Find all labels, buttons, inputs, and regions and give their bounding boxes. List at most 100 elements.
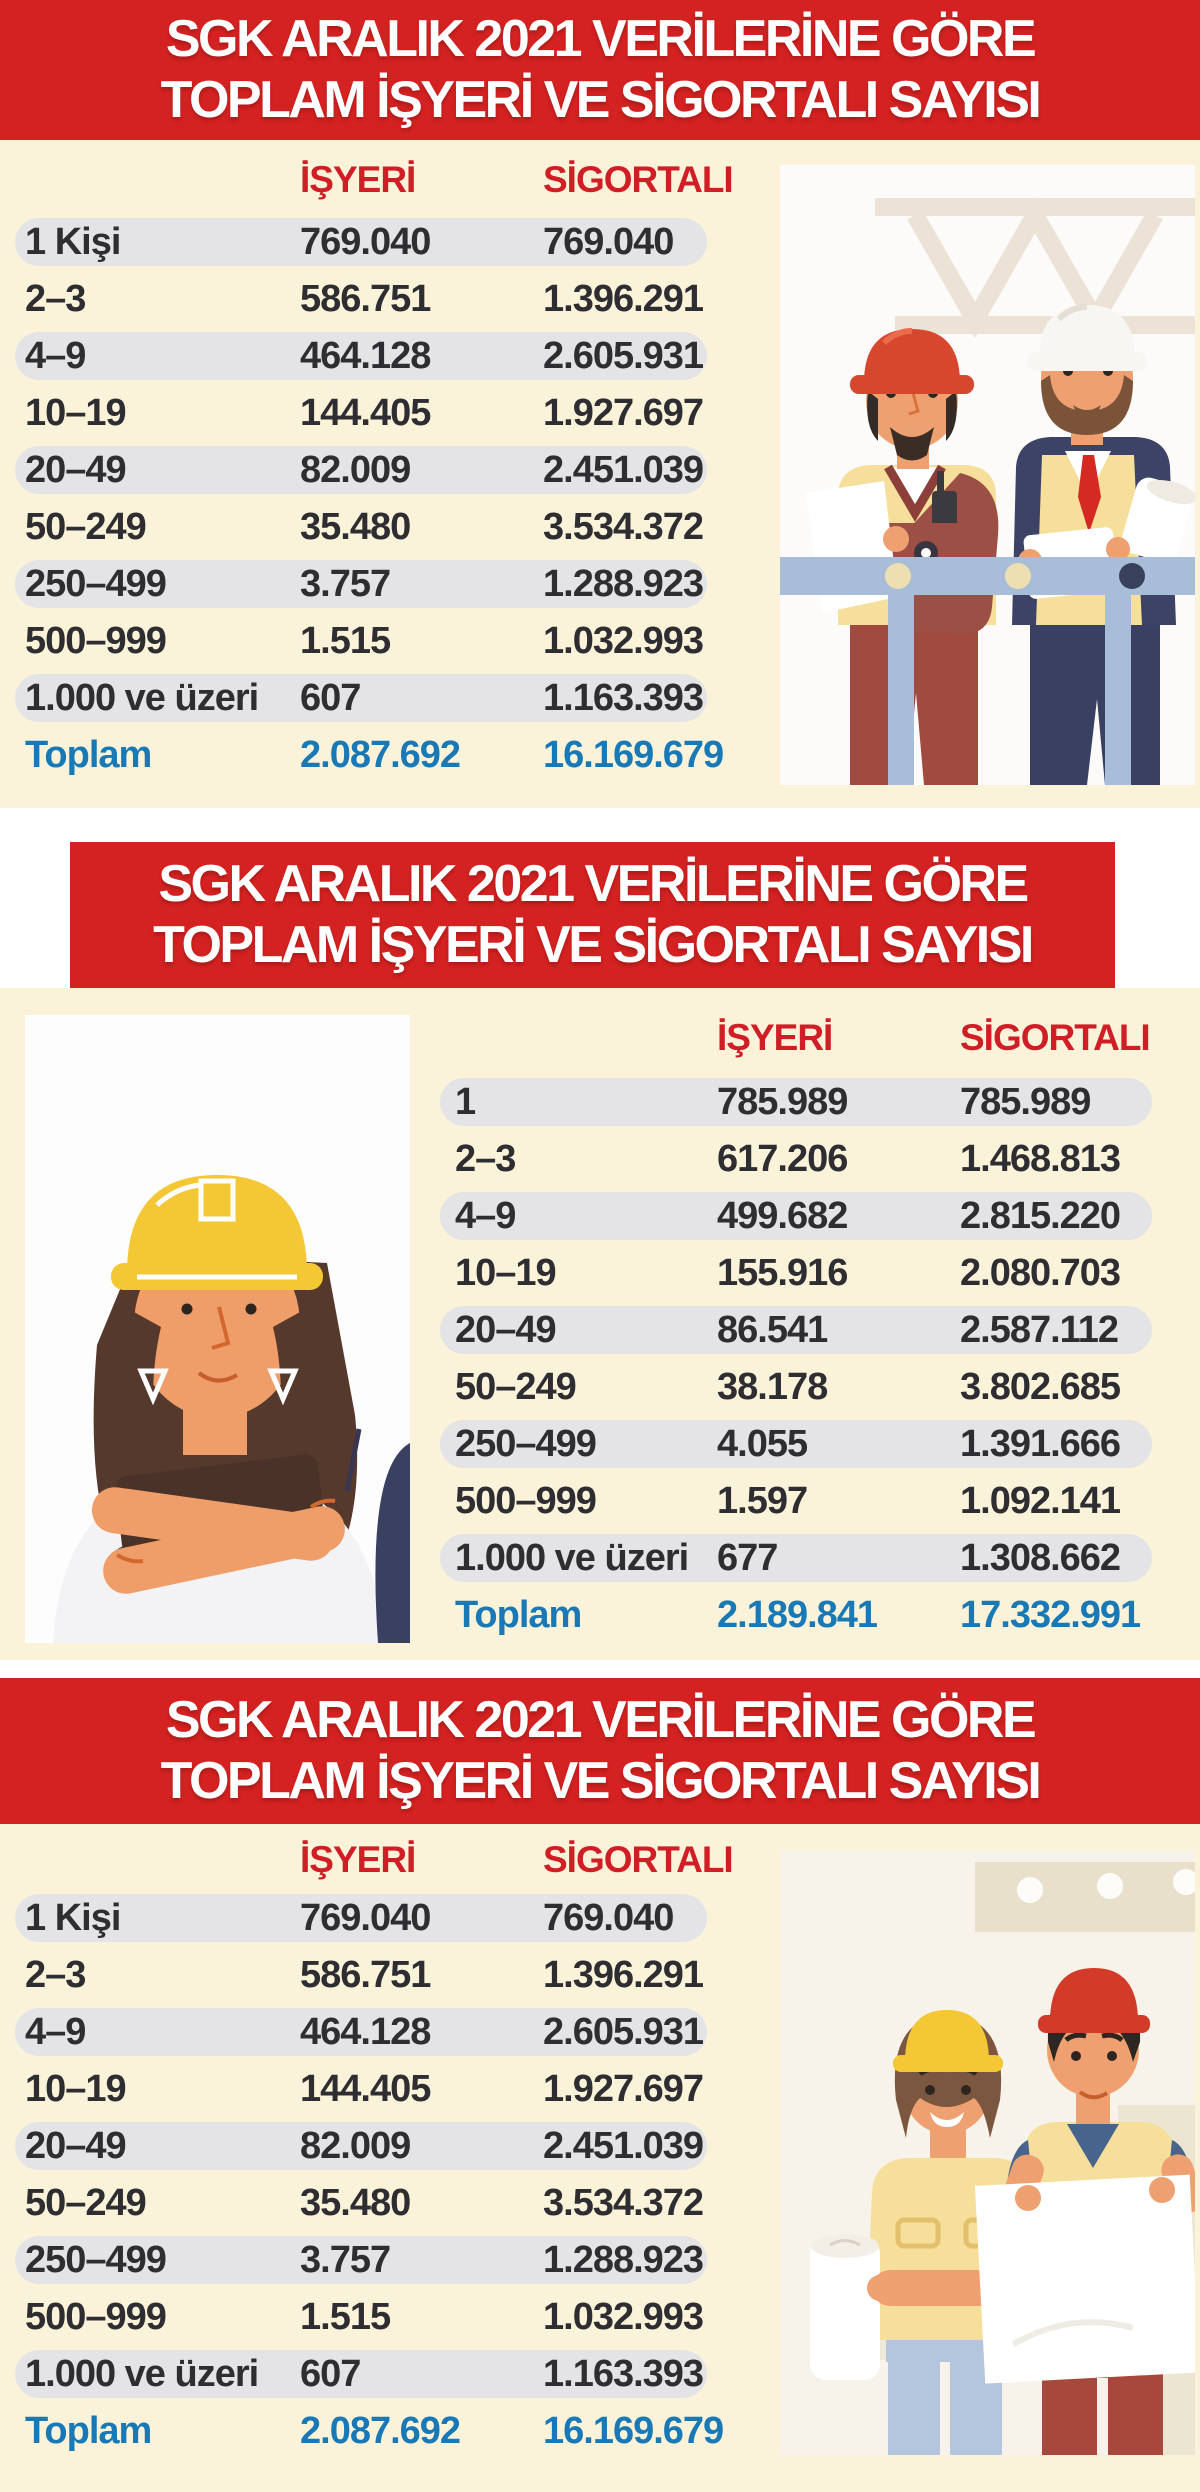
row-label: 50–249 (25, 2182, 147, 2224)
table-row: 1 Kişi 769.040 769.040 (15, 218, 707, 266)
sigortali-value: 1.927.697 (543, 2068, 704, 2110)
table-total-row: Toplam 2.087.692 16.169.679 (15, 731, 724, 779)
isyeri-value: 677 (717, 1537, 778, 1579)
isyeri-value: 3.757 (300, 563, 391, 605)
woman-engineer-illustration (25, 1015, 410, 1643)
isyeri-value: 4.055 (717, 1423, 808, 1465)
sigortali-value: 1.288.923 (543, 563, 704, 605)
table-row: 50–249 35.480 3.534.372 (15, 2179, 707, 2227)
title-banner-2-wrap: SGK ARALIK 2021 VERİLERİNE GÖRE TOPLAM İ… (0, 842, 1200, 988)
section-1-content: İŞYERİ SİGORTALI 1 Kişi 769.040 769.040 … (0, 140, 1200, 808)
sigortali-value: 1.163.393 (543, 2353, 704, 2395)
table-row: 1 Kişi 769.040 769.040 (15, 1894, 707, 1942)
sigortali-value: 1.163.393 (543, 677, 704, 719)
row-label: 20–49 (455, 1309, 557, 1351)
isyeri-value: 586.751 (300, 278, 431, 320)
table-row: 2–3 617.206 1.468.813 (440, 1135, 1152, 1183)
sigortali-value: 3.534.372 (543, 506, 704, 548)
table-row: 10–19 144.405 1.927.697 (15, 2065, 707, 2113)
table-row: 2–3 586.751 1.396.291 (15, 275, 707, 323)
table-row: 20–49 82.009 2.451.039 (15, 2122, 707, 2170)
isyeri-value: 38.178 (717, 1366, 828, 1408)
table-header-isyeri: İŞYERİ (300, 159, 416, 200)
sigortali-value: 1.391.666 (960, 1423, 1121, 1465)
table-header-isyeri: İŞYERİ (717, 1017, 833, 1058)
table-row: 20–49 86.541 2.587.112 (440, 1306, 1152, 1354)
isyeri-value: 35.480 (300, 506, 411, 548)
table-header-sigortali: SİGORTALI (960, 1017, 1151, 1058)
sigortali-value: 769.040 (543, 221, 674, 263)
sigortali-value: 1.468.813 (960, 1138, 1121, 1180)
isyeri-value: 1.515 (300, 2296, 391, 2338)
sigortali-value: 1.396.291 (543, 1954, 704, 1996)
isyeri-value: 607 (300, 2353, 361, 2395)
section-divider (0, 1660, 1200, 1678)
section-3-content: İŞYERİ SİGORTALI 1 Kişi 769.040 769.040 … (0, 1824, 1200, 2492)
sigortali-value: 3.534.372 (543, 2182, 704, 2224)
sigortali-value: 2.451.039 (543, 449, 704, 491)
row-label: 2–3 (25, 1954, 86, 1996)
title-line-1: SGK ARALIK 2021 VERİLERİNE GÖRE (165, 9, 1037, 68)
table-row: 1.000 ve üzeri 677 1.308.662 (440, 1534, 1152, 1582)
table-row: 500–999 1.515 1.032.993 (15, 617, 707, 665)
sigortali-value: 2.587.112 (960, 1309, 1119, 1351)
isyeri-value: 607 (300, 677, 361, 719)
sigortali-value: 2.605.931 (543, 2011, 704, 2053)
sigortali-value: 1.927.697 (543, 392, 704, 434)
row-label: 50–249 (455, 1366, 577, 1408)
isyeri-value: 82.009 (300, 2125, 411, 2167)
table-row: 500–999 1.597 1.092.141 (440, 1477, 1152, 1525)
isyeri-value: 785.989 (717, 1081, 848, 1123)
row-label: Toplam (455, 1594, 582, 1636)
sigortali-value: 785.989 (960, 1081, 1091, 1123)
table-row: 50–249 38.178 3.802.685 (440, 1363, 1152, 1411)
table-row: 1.000 ve üzeri 607 1.163.393 (15, 2350, 707, 2398)
table-row: 250–499 4.055 1.391.666 (440, 1420, 1152, 1468)
title-line-2: TOPLAM İŞYERİ VE SİGORTALI SAYISI (160, 71, 1042, 129)
isyeri-value: 155.916 (717, 1252, 848, 1294)
title-line-1: SGK ARALIK 2021 VERİLERİNE GÖRE (165, 1690, 1037, 1749)
table-header-row: İŞYERİ SİGORTALI (440, 1010, 1152, 1066)
sigortali-value: 2.451.039 (543, 2125, 704, 2167)
row-label: 500–999 (25, 2296, 167, 2338)
table-row: 1.000 ve üzeri 607 1.163.393 (15, 674, 707, 722)
isyeri-value: 82.009 (300, 449, 411, 491)
table-total-row: Toplam 2.087.692 16.169.679 (15, 2407, 724, 2455)
isyeri-value: 617.206 (717, 1138, 848, 1180)
row-label: Toplam (25, 734, 152, 776)
title-banner-3: SGK ARALIK 2021 VERİLERİNE GÖRE TOPLAM İ… (0, 1678, 1200, 1824)
sigortali-value: 2.605.931 (543, 335, 704, 377)
isyeri-value: 1.515 (300, 620, 391, 662)
isyeri-value: 499.682 (717, 1195, 848, 1237)
workers-plans-illustration (780, 1850, 1195, 2455)
row-label: 20–49 (25, 2125, 127, 2167)
isyeri-value: 3.757 (300, 2239, 391, 2281)
isyeri-value: 144.405 (300, 2068, 431, 2110)
sigortali-value: 2.815.220 (960, 1195, 1121, 1237)
isyeri-value: 35.480 (300, 2182, 411, 2224)
section-2: SGK ARALIK 2021 VERİLERİNE GÖRE TOPLAM İ… (0, 842, 1200, 1660)
row-label: 2–3 (25, 278, 86, 320)
table-row: 10–19 155.916 2.080.703 (440, 1249, 1152, 1297)
row-label: 20–49 (25, 449, 127, 491)
sigortali-value: 3.802.685 (960, 1366, 1121, 1408)
isyeri-value: 2.087.692 (300, 734, 461, 776)
sigortali-value: 1.092.141 (960, 1480, 1121, 1522)
row-label: 250–499 (25, 563, 167, 605)
table-header-isyeri: İŞYERİ (300, 1839, 416, 1880)
sigortali-value: 17.332.991 (960, 1594, 1141, 1636)
section-divider (0, 808, 1200, 842)
table-row: 250–499 3.757 1.288.923 (15, 560, 707, 608)
section-1: SGK ARALIK 2021 VERİLERİNE GÖRE TOPLAM İ… (0, 0, 1200, 808)
row-label: Toplam (25, 2410, 152, 2452)
section-2-content: İŞYERİ SİGORTALI 1 785.989 785.989 2–3 6… (0, 988, 1200, 1660)
sigortali-value: 1.396.291 (543, 278, 704, 320)
isyeri-value: 2.189.841 (717, 1594, 878, 1636)
row-label: 2–3 (455, 1138, 516, 1180)
row-label: 10–19 (455, 1252, 557, 1294)
table-row: 1 785.989 785.989 (440, 1078, 1152, 1126)
title-banner-1: SGK ARALIK 2021 VERİLERİNE GÖRE TOPLAM İ… (0, 0, 1200, 140)
title-line-2: TOPLAM İŞYERİ VE SİGORTALI SAYISI (153, 916, 1034, 974)
sigortali-value: 769.040 (543, 1897, 674, 1939)
table-row: 10–19 144.405 1.927.697 (15, 389, 707, 437)
